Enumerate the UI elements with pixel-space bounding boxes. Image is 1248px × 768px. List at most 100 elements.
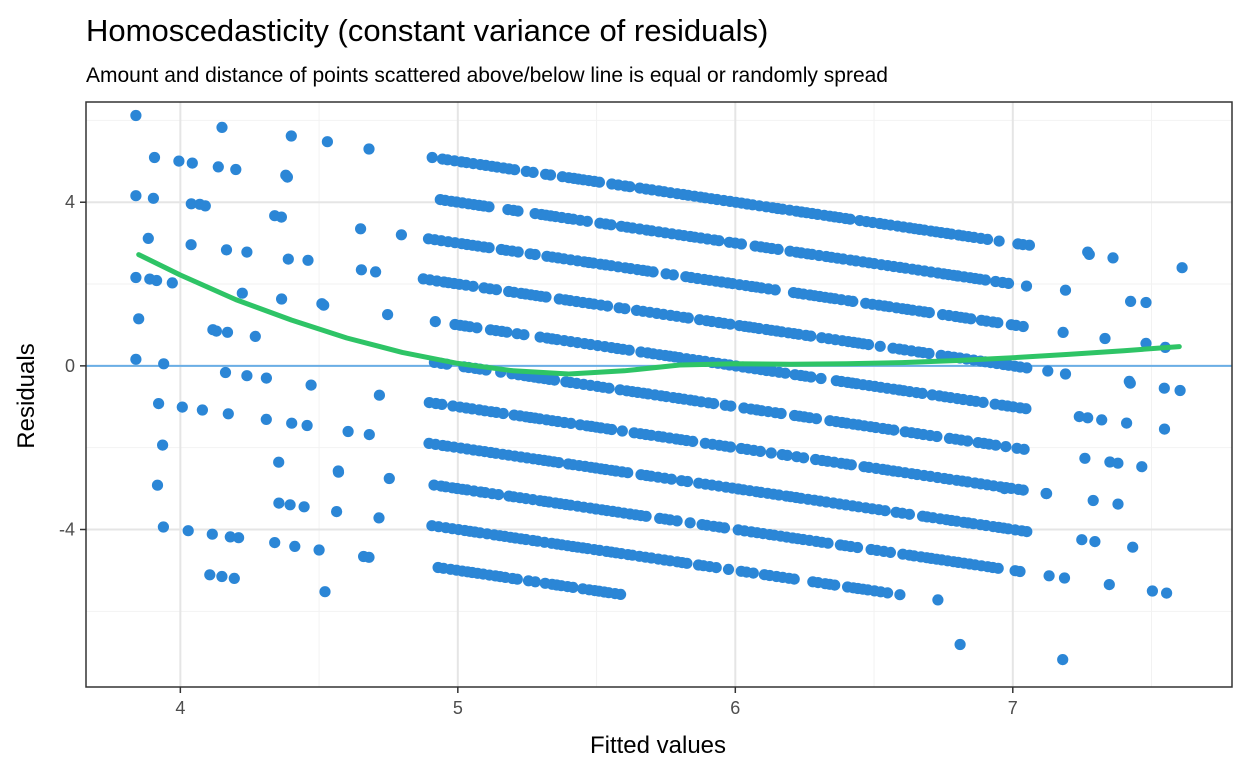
residual-point: [241, 370, 253, 382]
residual-point: [713, 235, 725, 247]
residual-point: [512, 205, 524, 217]
residual-point: [1057, 654, 1069, 666]
residual-point: [1014, 565, 1026, 578]
residual-point: [965, 313, 977, 325]
residual-point: [497, 407, 509, 420]
residual-point: [260, 372, 272, 384]
residual-point: [228, 572, 240, 585]
residual-point: [313, 544, 325, 556]
residual-point: [1059, 284, 1072, 296]
residual-point: [722, 563, 735, 576]
residual-point: [133, 313, 145, 325]
x-tick-label: 7: [1008, 698, 1018, 718]
residual-point: [363, 143, 375, 155]
residual-point: [1121, 417, 1133, 429]
residual-point: [772, 243, 784, 255]
residual-point: [951, 270, 963, 282]
residual-point: [1059, 368, 1072, 380]
residual-point: [130, 353, 142, 365]
residual-point: [977, 396, 989, 408]
residual-point: [998, 483, 1011, 495]
residual-point: [708, 398, 720, 410]
residual-point: [148, 151, 161, 164]
residual-point: [1018, 443, 1030, 455]
residual-point: [298, 501, 310, 513]
residual-point: [724, 318, 736, 330]
residual-point: [508, 164, 521, 176]
residual-point: [882, 587, 894, 599]
residual-point: [735, 238, 748, 250]
residual-point: [436, 398, 448, 410]
residual-point: [529, 576, 541, 588]
residual-point: [173, 155, 185, 167]
x-tick-label: 5: [453, 698, 463, 718]
residual-point: [210, 325, 222, 337]
smooth-trend-line: [136, 252, 1182, 377]
residual-point: [815, 372, 827, 385]
residual-point: [874, 340, 886, 352]
residual-point: [851, 541, 864, 554]
residual-point: [981, 233, 994, 245]
residual-point: [624, 181, 636, 193]
residual-point: [529, 248, 541, 261]
residual-point: [157, 521, 169, 533]
residual-point: [342, 425, 354, 438]
residual-point: [1002, 277, 1015, 289]
residual-point: [373, 512, 385, 524]
residual-point: [363, 429, 375, 441]
residual-point: [1000, 441, 1012, 453]
residual-point: [221, 326, 234, 338]
residual-point: [301, 419, 313, 432]
residual-point: [212, 161, 224, 173]
residual-point: [619, 303, 631, 315]
residual-point: [845, 459, 857, 471]
x-tick-label: 6: [730, 698, 740, 718]
residual-point: [553, 457, 565, 469]
residual-point: [1020, 280, 1033, 292]
residual-point: [931, 430, 943, 443]
residual-point: [1176, 262, 1188, 274]
residual-point: [829, 579, 841, 591]
y-axis-title: Residuals: [13, 343, 40, 448]
residual-point: [805, 330, 817, 342]
residual-point: [219, 366, 232, 379]
residual-point: [1112, 498, 1124, 510]
residual-point: [888, 424, 900, 436]
chart-subtitle: Amount and distance of points scattered …: [86, 64, 888, 87]
residual-point: [640, 510, 652, 522]
residual-point: [788, 573, 800, 585]
residual-point: [671, 515, 683, 527]
residual-point: [383, 472, 395, 485]
residual-point: [979, 274, 992, 286]
residual-point: [185, 239, 197, 251]
residual-point: [862, 339, 875, 351]
residual-point: [284, 499, 296, 511]
residual-point: [130, 109, 142, 122]
residual-point: [1174, 384, 1186, 397]
residual-point: [1107, 252, 1119, 264]
residual-point: [467, 280, 479, 292]
residual-point: [894, 589, 906, 601]
residual-point: [130, 190, 142, 202]
axis-ticks: 4 5 6 7 -4 0 4: [59, 192, 1018, 718]
residual-point: [153, 398, 165, 410]
residual-point: [681, 475, 694, 488]
residual-point: [241, 246, 253, 258]
residual-point: [1073, 411, 1085, 423]
residual-point: [147, 192, 159, 204]
residual-points: [130, 109, 1188, 666]
residual-point: [932, 594, 944, 606]
residual-point: [305, 379, 317, 391]
residual-point: [185, 198, 197, 210]
residual-point: [233, 532, 245, 544]
residual-point: [194, 198, 206, 210]
residual-point: [992, 317, 1004, 329]
residual-point: [923, 307, 935, 319]
residual-point: [216, 570, 228, 583]
residual-point: [605, 219, 617, 231]
residual-point: [216, 121, 228, 133]
residual-point: [1082, 246, 1094, 258]
residual-point: [1099, 332, 1111, 345]
residual-point: [363, 551, 375, 563]
residual-point: [1158, 423, 1171, 435]
